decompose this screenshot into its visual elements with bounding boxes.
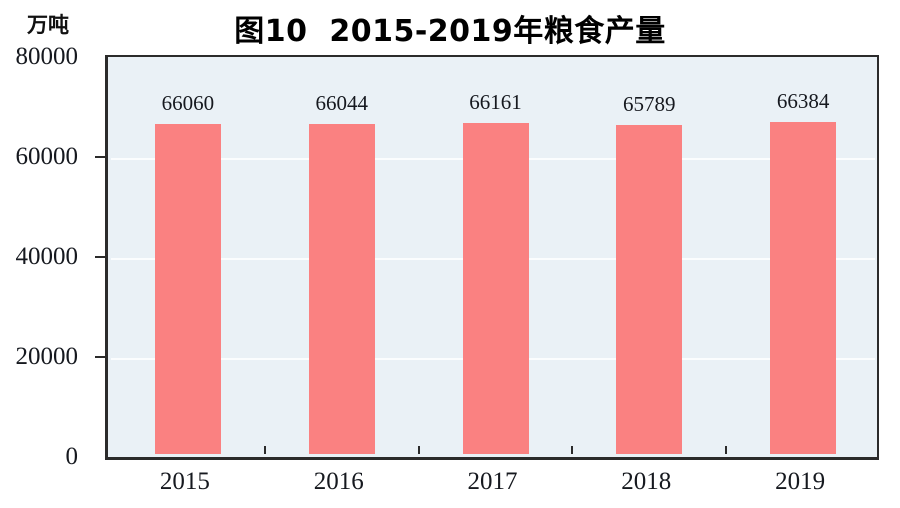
x-axis-tick <box>263 446 266 454</box>
y-axis-tick-label: 80000 <box>15 43 79 70</box>
bar-value-label: 66384 <box>776 89 830 114</box>
y-axis-tick-label: 20000 <box>15 343 79 370</box>
x-axis-tick <box>417 446 420 454</box>
bar-2016 <box>308 123 375 454</box>
x-axis-tick-label: 2016 <box>313 468 364 495</box>
chart-title: 图10 2015-2019年粮食产量 <box>234 14 666 49</box>
y-axis-unit-label: 万吨 <box>27 13 69 37</box>
x-axis-tick <box>571 446 574 454</box>
x-axis-tick-label: 2015 <box>159 468 210 495</box>
x-axis-tick-label: 2019 <box>775 468 826 495</box>
y-axis-tick-20000 <box>95 356 105 358</box>
bar-value-label: 65789 <box>623 92 676 117</box>
bar-2018 <box>616 125 683 454</box>
y-axis-tick-label: 60000 <box>15 143 79 170</box>
bar-value-label: 66044 <box>315 90 368 115</box>
x-axis-tick-label: 2018 <box>621 468 672 495</box>
bar-2017 <box>462 123 529 454</box>
bar-value-label: 66060 <box>161 90 215 115</box>
x-axis-tick-label: 2017 <box>467 468 518 495</box>
bar-value-label: 66161 <box>469 90 522 115</box>
y-axis-tick-40000 <box>95 256 105 258</box>
y-axis-tick-label: 40000 <box>15 243 79 270</box>
y-axis-tick-label: 0 <box>65 443 79 470</box>
x-axis-tick <box>725 446 728 454</box>
bar-2019 <box>770 122 837 454</box>
y-axis-tick-60000 <box>95 156 105 158</box>
plot-inner: 66060 66044 66161 65789 66384 <box>111 59 875 454</box>
bar-2015 <box>154 123 221 454</box>
plot-area: 66060 66044 66161 65789 66384 <box>105 55 879 460</box>
